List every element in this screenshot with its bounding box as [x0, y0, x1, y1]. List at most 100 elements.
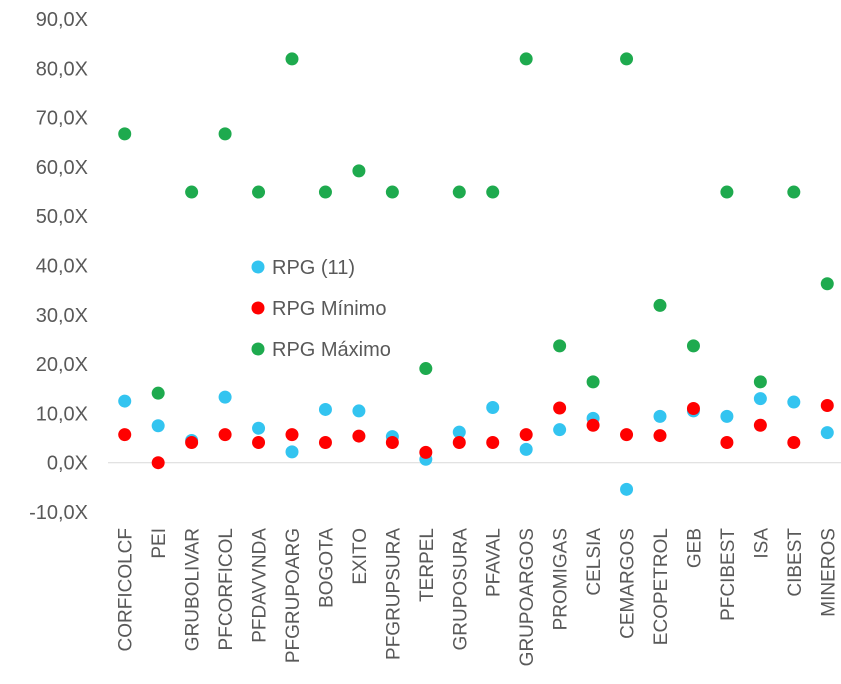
data-point [419, 445, 433, 459]
data-point [519, 52, 533, 66]
data-point [753, 375, 767, 389]
data-point [753, 392, 767, 406]
x-tick-label: GRUPOARGOS [517, 528, 538, 666]
data-point [352, 164, 366, 178]
data-point [787, 395, 801, 409]
data-point [252, 435, 266, 449]
data-point [218, 390, 232, 404]
x-tick-label: GEB [684, 528, 705, 568]
data-point [452, 425, 466, 439]
data-point [318, 185, 332, 199]
data-point [486, 400, 500, 414]
x-axis: CORFICOLCF PEI GRUBOLIVAR PFCORFICOL PFDAVVN… [116, 528, 840, 667]
legend-label: RPG (11) [272, 257, 355, 279]
legend-marker [251, 342, 265, 356]
data-point [151, 386, 165, 400]
data-point [620, 482, 634, 496]
x-tick-label: PFDAVVNDA [250, 528, 271, 643]
data-point [519, 428, 533, 442]
x-tick-label: ISA [751, 528, 772, 559]
x-tick-label: BOGOTA [316, 528, 337, 608]
legend-marker [251, 260, 265, 274]
data-point [586, 418, 600, 432]
y-tick-label: -10,0X [29, 502, 88, 524]
y-tick-label: 70,0X [36, 108, 88, 130]
data-point [318, 435, 332, 449]
data-point [285, 428, 299, 442]
y-tick-label: 0,0X [47, 453, 88, 475]
data-point [653, 409, 667, 423]
plot-points [118, 52, 834, 496]
data-point [620, 428, 634, 442]
data-point [118, 127, 132, 141]
data-point [820, 399, 834, 413]
legend-marker [251, 301, 265, 315]
data-point [151, 456, 165, 470]
x-tick-label: MINEROS [818, 528, 839, 617]
series-1 [118, 399, 834, 470]
data-point [519, 442, 533, 456]
legend-label: RPG Mínimo [272, 298, 386, 320]
x-tick-label: CIBEST [785, 528, 806, 597]
data-point [385, 185, 399, 199]
data-point [452, 435, 466, 449]
y-axis: -10,0X 0,0X 10,0X 20,0X 30,0X 40,0X 50,0X 60,0X… [29, 9, 88, 524]
data-point [720, 435, 734, 449]
x-tick-label: PFGRUPSURA [383, 528, 404, 660]
data-point [553, 423, 567, 437]
y-tick-label: 90,0X [36, 9, 88, 31]
legend: RPG (11) RPG Mínimo RPG Máximo [251, 257, 391, 361]
x-tick-label: EXITO [350, 528, 371, 585]
y-tick-label: 40,0X [36, 256, 88, 278]
data-point [118, 394, 132, 408]
data-point [787, 435, 801, 449]
data-point [252, 185, 266, 199]
data-point [218, 127, 232, 141]
legend-label: RPG Máximo [272, 339, 391, 361]
data-point [686, 339, 700, 353]
data-point [419, 362, 433, 376]
data-point [352, 429, 366, 443]
x-tick-label: CELSIA [584, 528, 605, 596]
data-point [486, 185, 500, 199]
x-tick-label: GRUPOSURA [450, 528, 471, 651]
x-tick-label: PFCORFICOL [216, 528, 237, 650]
y-tick-label: 20,0X [36, 354, 88, 376]
data-point [586, 375, 600, 389]
data-point [686, 401, 700, 415]
y-tick-label: 60,0X [36, 157, 88, 179]
data-point [553, 339, 567, 353]
data-point [352, 404, 366, 418]
y-tick-label: 50,0X [36, 206, 88, 228]
x-tick-label: PEI [149, 528, 170, 559]
data-point [252, 421, 266, 435]
x-tick-label: PFAVAL [484, 528, 505, 597]
series-2 [118, 52, 834, 400]
data-point [787, 185, 801, 199]
x-tick-label: CEMARGOS [618, 528, 639, 639]
x-tick-label: GRUBOLIVAR [183, 528, 204, 651]
x-tick-label: PFCIBEST [718, 528, 739, 621]
x-tick-label: PROMIGAS [551, 528, 572, 630]
x-tick-label: TERPEL [417, 528, 438, 602]
data-point [185, 185, 199, 199]
data-point [720, 185, 734, 199]
data-point [820, 277, 834, 291]
data-point [285, 52, 299, 66]
data-point [553, 401, 567, 415]
data-point [820, 426, 834, 440]
x-tick-label: CORFICOLCF [116, 528, 137, 652]
x-tick-label: ECOPETROL [651, 528, 672, 645]
data-point [452, 185, 466, 199]
y-tick-label: 80,0X [36, 58, 88, 80]
data-point [486, 435, 500, 449]
data-point [218, 428, 232, 442]
data-point [151, 419, 165, 433]
data-point [653, 298, 667, 312]
data-point [653, 429, 667, 443]
data-point [720, 409, 734, 423]
data-point [285, 445, 299, 459]
y-tick-label: 10,0X [36, 403, 88, 425]
data-point [385, 435, 399, 449]
